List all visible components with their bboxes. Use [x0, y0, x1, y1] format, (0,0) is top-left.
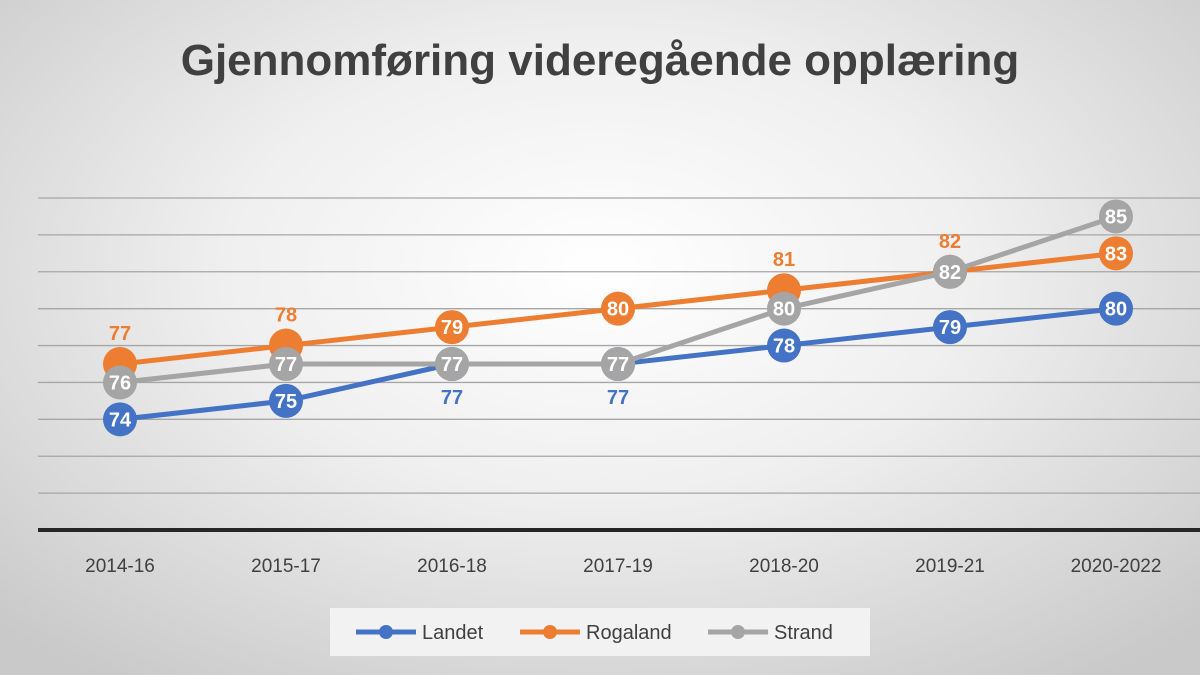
- data-label-strand: 85: [1105, 206, 1127, 228]
- data-label-rogaland: 80: [607, 299, 629, 321]
- x-tick-label: 2020-2022: [1071, 556, 1162, 577]
- x-tick-label: 2014-16: [85, 556, 155, 577]
- data-label-landet: 80: [1105, 299, 1127, 321]
- data-label-rogaland: 83: [1105, 243, 1127, 265]
- legend: [330, 608, 870, 656]
- data-label-landet: 77: [607, 387, 629, 409]
- data-label-strand: 77: [441, 354, 463, 376]
- data-point-strand: [269, 347, 303, 381]
- data-label-strand: 77: [275, 354, 297, 376]
- data-point-landet: [269, 383, 303, 418]
- data-point-strand: [435, 347, 469, 381]
- x-tick-label: 2015-17: [251, 556, 321, 577]
- series-lines: [103, 199, 1133, 437]
- x-tick-label: 2017-19: [583, 556, 653, 577]
- legend-label-landet: Landet: [422, 622, 484, 644]
- data-point-landet: [933, 310, 967, 345]
- data-label-rogaland: 77: [109, 323, 131, 345]
- data-label-rogaland: 82: [939, 231, 961, 253]
- data-point-strand: [767, 291, 801, 326]
- legend-marker-rogaland: [543, 625, 557, 639]
- data-point-rogaland: [1099, 236, 1133, 271]
- x-axis-ticks: 2014-16 2015-17 2016-18 2017-19 2018-20 2019-…: [85, 556, 1161, 577]
- data-label-rogaland: 78: [275, 305, 297, 327]
- legend-marker-landet: [379, 625, 393, 639]
- legend-marker-strand: [731, 625, 745, 639]
- data-point-rogaland: [435, 310, 469, 345]
- data-labels: 74 75 77 77 78 79 80 77 78 79 80 81 82 83 76 77 77 77 80 82…: [109, 206, 1127, 431]
- legend-label-strand: Strand: [774, 622, 833, 644]
- data-label-strand: 80: [773, 299, 795, 321]
- data-point-strand: [933, 254, 967, 289]
- data-label-landet: 77: [441, 387, 463, 409]
- data-point-landet: [1099, 291, 1133, 326]
- data-label-strand: 82: [939, 262, 961, 284]
- data-label-strand: 76: [109, 372, 131, 394]
- legend-items: Landet Rogaland Strand: [356, 622, 833, 644]
- data-label-strand: 77: [607, 354, 629, 376]
- data-label-landet: 79: [939, 317, 961, 339]
- x-tick-label: 2019-21: [915, 556, 985, 577]
- data-point-strand: [1099, 199, 1133, 234]
- legend-label-rogaland: Rogaland: [586, 622, 672, 644]
- data-label-landet: 78: [773, 336, 795, 358]
- data-label-landet: 75: [275, 391, 297, 413]
- x-tick-label: 2018-20: [749, 556, 819, 577]
- data-point-strand: [601, 347, 635, 381]
- chart-title: Gjennomføring videregående opplæring: [181, 36, 1020, 85]
- data-label-rogaland: 79: [441, 317, 463, 339]
- data-label-landet: 74: [109, 409, 132, 431]
- x-tick-label: 2016-18: [417, 556, 487, 577]
- data-point-landet: [767, 328, 801, 363]
- data-point-rogaland: [601, 291, 635, 326]
- data-point-landet: [103, 402, 137, 437]
- data-point-strand: [103, 365, 137, 400]
- data-label-rogaland: 81: [773, 249, 795, 271]
